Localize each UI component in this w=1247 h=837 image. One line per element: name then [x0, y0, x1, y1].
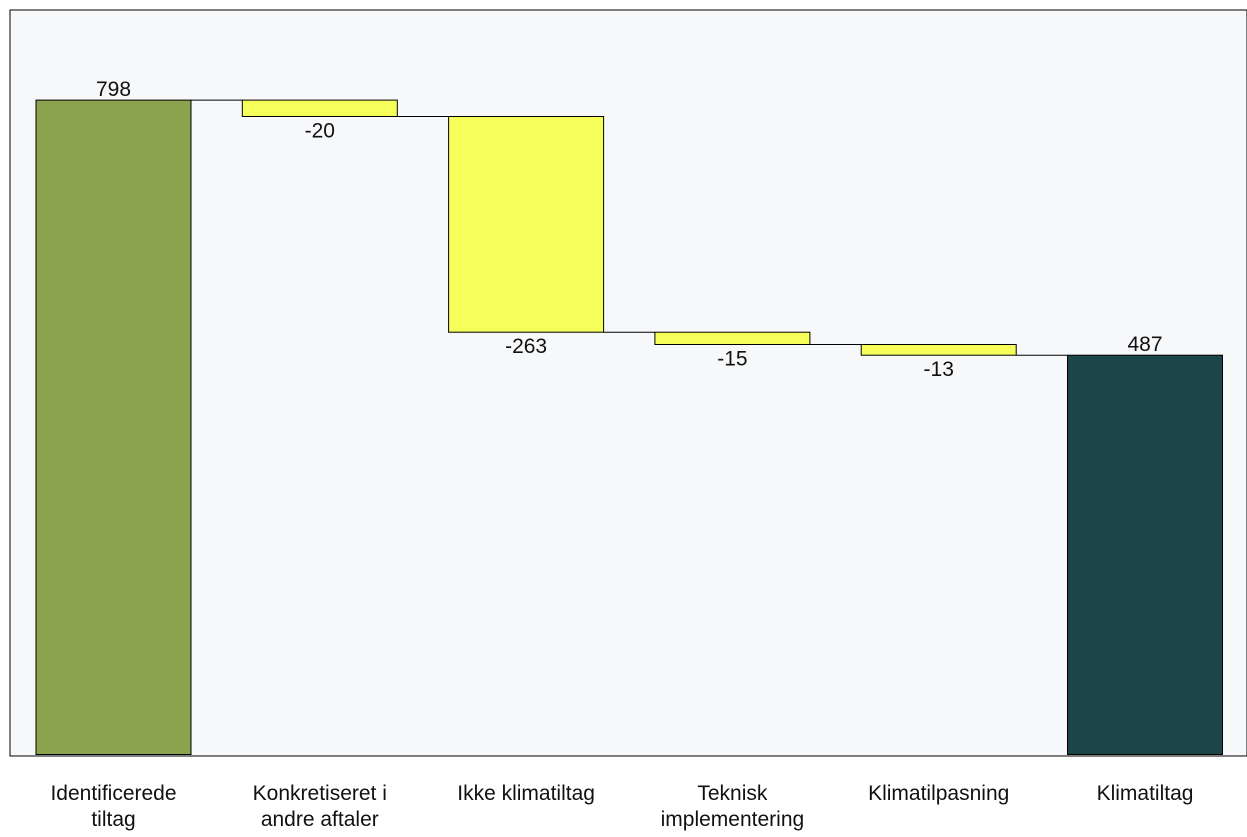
bars-group	[35, 99, 1223, 756]
category-label-2: Konkretiseret i andre aftaler	[253, 782, 387, 831]
bar-2	[241, 99, 398, 117]
bar-1	[35, 99, 192, 756]
category-label-6: Klimatiltag	[1097, 782, 1194, 805]
data-labels-group: 798 -20 -263 -15 -13 487	[96, 78, 1163, 381]
data-label-4: -15	[717, 348, 747, 371]
bar-4	[654, 331, 811, 346]
bar-3	[448, 116, 605, 333]
data-label-5: -13	[924, 358, 954, 381]
category-label-1: Identificerede tiltag	[50, 782, 176, 831]
data-label-6: 487	[1127, 333, 1162, 356]
data-label-2: -20	[305, 120, 335, 143]
category-label-4: Teknisk implementering	[661, 782, 805, 831]
category-label-5: Klimatilpasning	[868, 782, 1009, 805]
bar-5	[860, 344, 1017, 356]
data-label-1: 798	[96, 78, 131, 101]
connector-lines	[191, 99, 1068, 356]
data-label-3: -263	[505, 335, 547, 358]
plot-background	[9, 9, 1247, 757]
category-labels-group: Identificerede tiltag Konkretiseret i andre…	[50, 782, 1193, 831]
category-label-3: Ikke klimatiltag	[457, 782, 595, 805]
bar-6	[1067, 354, 1223, 755]
